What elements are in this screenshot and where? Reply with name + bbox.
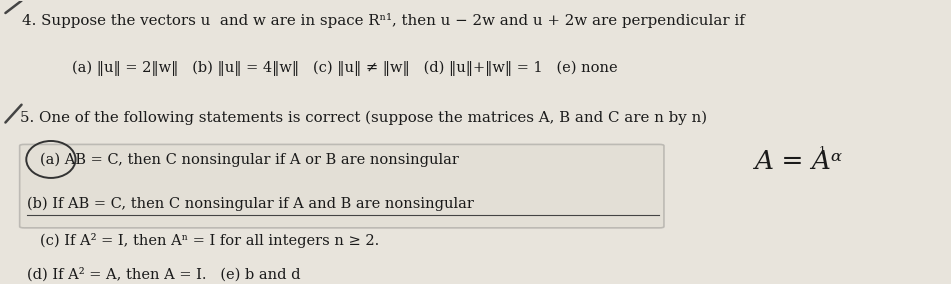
- Text: (b) If AB = C, then C nonsingular if A and B are nonsingular: (b) If AB = C, then C nonsingular if A a…: [28, 197, 475, 211]
- FancyBboxPatch shape: [20, 144, 664, 228]
- Text: 4. Suppose the vectors u  and w are in space Rⁿ¹, then u − 2w and u + 2w are per: 4. Suppose the vectors u and w are in sp…: [22, 13, 745, 28]
- Text: 1: 1: [819, 146, 825, 156]
- Text: (c) If A² = I, then Aⁿ = I for all integers n ≥ 2.: (c) If A² = I, then Aⁿ = I for all integ…: [41, 233, 379, 248]
- Text: (d) If A² = A, then A = I.   (e) b and d: (d) If A² = A, then A = I. (e) b and d: [28, 268, 301, 282]
- Text: 5. One of the following statements is correct (suppose the matrices A, B and C a: 5. One of the following statements is co…: [20, 110, 707, 125]
- Text: (a) AB = C, then C nonsingular if A or B are nonsingular: (a) AB = C, then C nonsingular if A or B…: [41, 153, 459, 167]
- Text: (a) ‖u‖ = 2‖w‖   (b) ‖u‖ = 4‖w‖   (c) ‖u‖ ≠ ‖w‖   (d) ‖u‖+‖w‖ = 1   (e) none: (a) ‖u‖ = 2‖w‖ (b) ‖u‖ = 4‖w‖ (c) ‖u‖ ≠ …: [71, 61, 617, 76]
- Text: A = Aᵅ: A = Aᵅ: [754, 149, 843, 174]
